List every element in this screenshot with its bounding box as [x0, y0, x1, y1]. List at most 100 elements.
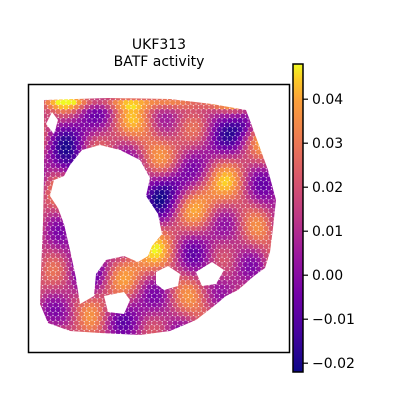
spot	[250, 194, 256, 200]
spot	[250, 104, 256, 110]
spot	[110, 131, 116, 137]
spot	[216, 234, 222, 241]
spot	[149, 153, 155, 160]
spot	[266, 131, 272, 137]
spot	[58, 311, 64, 317]
spot	[154, 315, 160, 322]
spot	[190, 297, 196, 304]
spot	[151, 131, 157, 137]
spot	[180, 171, 186, 178]
spot	[183, 266, 189, 272]
spot	[209, 167, 215, 173]
spot	[190, 324, 196, 331]
spot	[188, 275, 194, 281]
spot	[63, 140, 69, 146]
spot	[224, 257, 230, 263]
spot	[240, 104, 246, 110]
spot	[242, 333, 248, 335]
spot	[47, 212, 54, 218]
spot	[193, 239, 199, 245]
spot	[253, 117, 259, 124]
spot	[219, 212, 225, 218]
spot	[224, 284, 230, 290]
spot	[45, 234, 51, 241]
spot	[40, 189, 46, 196]
spot	[118, 117, 124, 124]
spot	[271, 98, 276, 101]
spot	[146, 122, 152, 128]
spot	[198, 158, 204, 164]
spot	[53, 230, 59, 236]
spot	[258, 99, 264, 106]
spot	[133, 99, 139, 106]
spot	[253, 243, 259, 250]
spot	[86, 108, 92, 115]
spot	[203, 149, 209, 155]
spot	[47, 329, 54, 335]
spot	[131, 284, 137, 290]
spot	[60, 297, 66, 304]
spot	[198, 140, 204, 146]
spot	[170, 99, 176, 106]
spot	[198, 212, 204, 218]
spot	[180, 306, 186, 313]
spot	[214, 212, 220, 218]
spot	[196, 135, 202, 142]
spot	[235, 293, 241, 299]
spot	[68, 149, 74, 155]
spot	[86, 117, 92, 124]
spot	[141, 311, 147, 317]
spot	[42, 248, 48, 254]
spot	[198, 329, 204, 335]
spot	[146, 194, 152, 200]
spot	[60, 117, 66, 124]
spot	[128, 333, 134, 335]
spot	[237, 324, 243, 331]
spot	[196, 243, 202, 250]
spot	[274, 333, 276, 335]
spot	[99, 293, 105, 299]
spot	[271, 320, 276, 326]
spot	[136, 284, 142, 290]
spot	[151, 185, 157, 191]
spot	[206, 216, 212, 223]
spot	[240, 221, 246, 227]
spot	[188, 311, 194, 317]
spot	[250, 302, 256, 308]
spot	[222, 315, 228, 322]
spot	[170, 306, 176, 313]
spot	[266, 275, 272, 281]
spot	[193, 131, 199, 137]
spot	[271, 284, 276, 290]
spot	[172, 98, 178, 101]
spot	[157, 122, 163, 128]
spot	[229, 275, 235, 281]
spot	[89, 329, 95, 335]
spot	[242, 144, 248, 151]
spot	[209, 230, 215, 236]
spot	[261, 293, 267, 299]
spot	[188, 266, 194, 272]
spot	[180, 144, 186, 151]
spot	[248, 279, 254, 286]
spot	[211, 180, 217, 187]
spot	[185, 225, 191, 232]
spot	[138, 297, 144, 304]
spot	[180, 270, 186, 277]
spot	[227, 225, 233, 232]
spot	[193, 266, 199, 272]
spot	[50, 108, 56, 115]
spot	[253, 162, 259, 169]
spot	[219, 104, 225, 110]
spot	[162, 221, 168, 227]
spot	[268, 117, 274, 124]
spot	[271, 158, 276, 164]
spot	[245, 176, 251, 182]
spot	[180, 117, 186, 124]
spot	[185, 126, 191, 133]
spot	[216, 333, 222, 335]
spot	[193, 98, 199, 101]
spot	[201, 189, 207, 196]
spot	[209, 284, 215, 290]
spot	[245, 185, 251, 191]
